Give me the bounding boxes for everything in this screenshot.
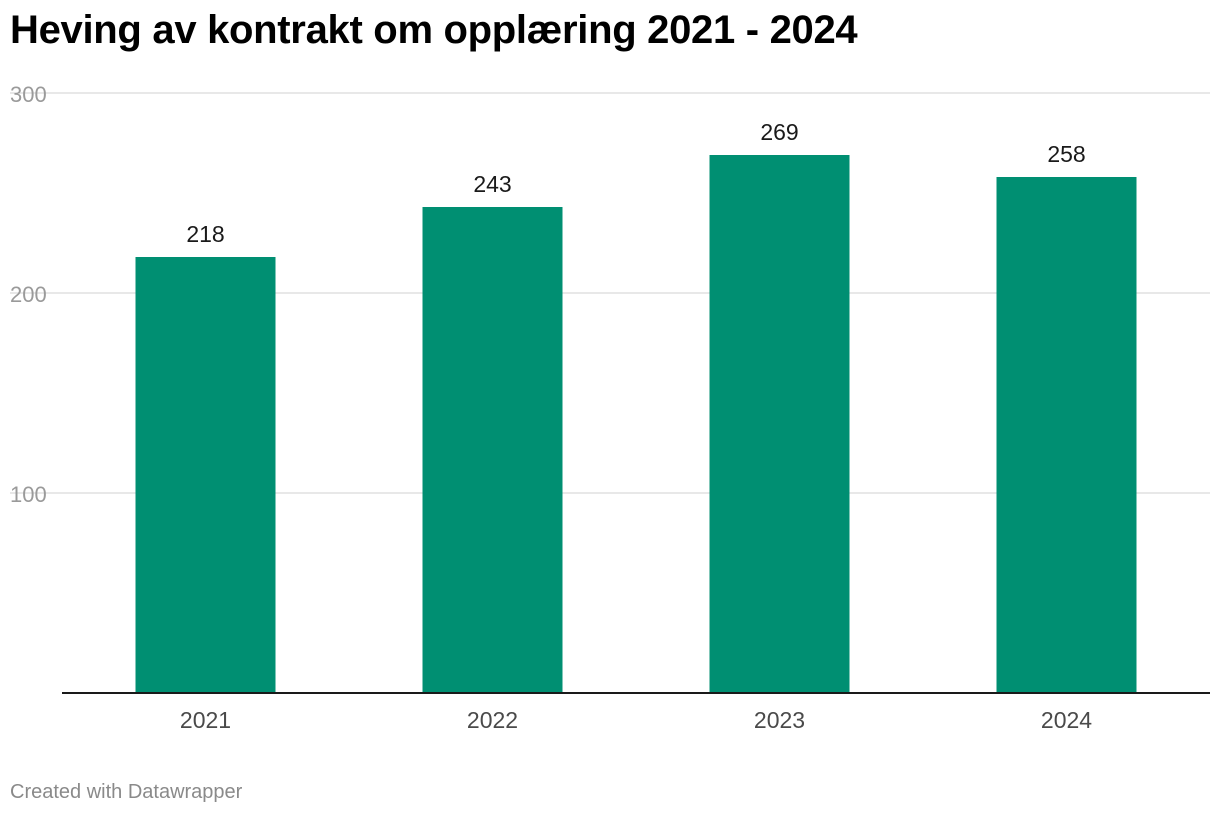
bar-2024 <box>996 177 1137 693</box>
value-label-2024: 258 <box>1047 141 1085 167</box>
bar-2021 <box>135 257 276 693</box>
x-tick-label-2023: 2023 <box>754 707 805 733</box>
chart-title: Heving av kontrakt om opplæring 2021 - 2… <box>10 8 858 52</box>
x-tick-label-2024: 2024 <box>1041 707 1092 733</box>
value-label-2023: 269 <box>760 119 798 145</box>
value-labels: 218 243 269 258 <box>186 119 1085 247</box>
datawrapper-credit: Created with Datawrapper <box>10 781 243 803</box>
value-label-2021: 218 <box>186 221 224 247</box>
y-tick-label-300: 300 <box>10 82 47 107</box>
y-tick-label-100: 100 <box>10 482 47 507</box>
x-tick-label-2022: 2022 <box>467 707 518 733</box>
bar-2022 <box>422 207 563 693</box>
bars <box>135 155 1137 693</box>
x-tick-label-2021: 2021 <box>180 707 231 733</box>
bar-2023 <box>709 155 850 693</box>
value-label-2022: 243 <box>473 171 511 197</box>
x-axis-tick-labels: 2021 2022 2023 2024 <box>180 707 1092 733</box>
y-axis-tick-labels: 100 200 300 <box>10 82 47 507</box>
y-tick-label-200: 200 <box>10 282 47 307</box>
